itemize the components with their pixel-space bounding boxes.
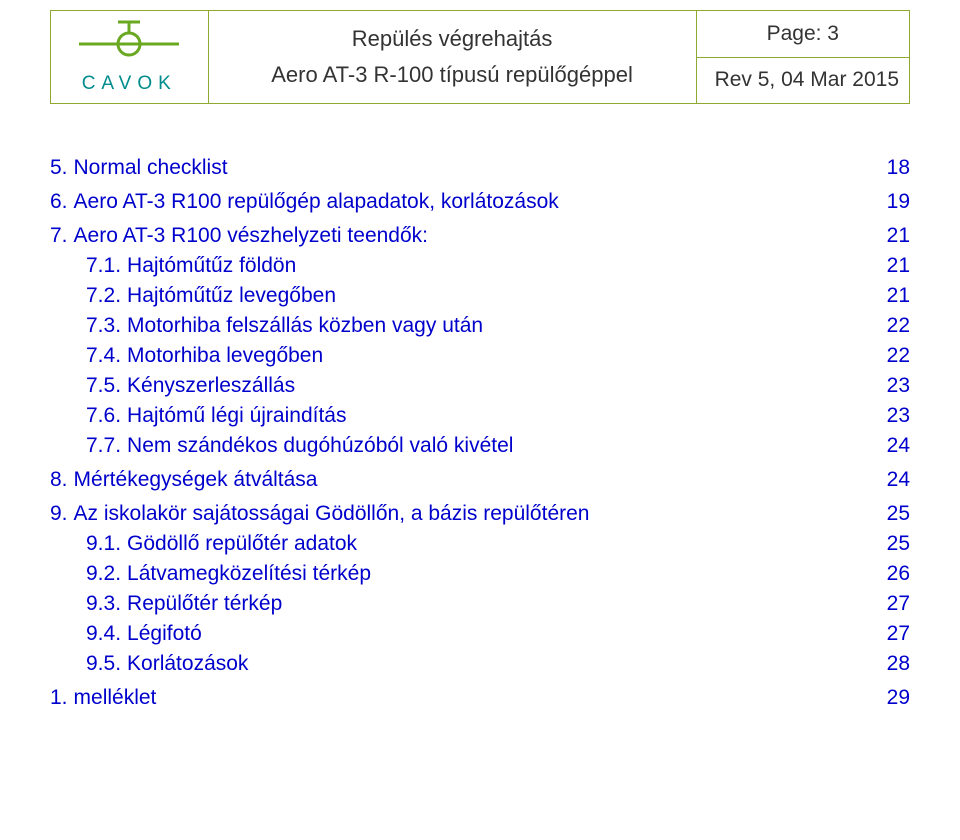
toc-page-number: 22 [882,314,910,338]
toc-entry[interactable]: 7.1.Hajtóműtűz földön 21 [50,254,910,278]
toc-number: 9.1. [50,532,121,556]
toc-number: 9. [50,502,68,526]
toc-page-number: 24 [882,468,910,492]
toc-entry[interactable]: 9.3.Repülőtér térkép 27 [50,592,910,616]
toc-page-number: 18 [882,156,910,180]
toc-number: 9.4. [50,622,121,646]
toc-page-number: 27 [882,622,910,646]
toc-label: Repülőtér térkép [121,592,282,616]
toc-label: Kényszerleszállás [121,374,295,398]
table-of-contents: 5.Normal checklist 18 6.Aero AT-3 R100 rep… [50,156,910,710]
title-cell: Repülés végrehajtás Aero AT-3 R-100 típu… [208,11,696,104]
toc-page-number: 25 [882,502,910,526]
toc-entry[interactable]: 7.Aero AT-3 R100 vészhelyzeti teendők: 21 [50,224,910,248]
toc-number: 7.2. [50,284,121,308]
toc-page-number: 27 [882,592,910,616]
toc-label: Korlátozások [121,652,248,676]
toc-page-number: 21 [882,284,910,308]
toc-page-number: 29 [882,686,910,710]
toc-page-number: 23 [882,404,910,428]
toc-number: 8. [50,468,68,492]
toc-number: 7.3. [50,314,121,338]
toc-label: Hajtóműtűz földön [121,254,296,278]
toc-label: Normal checklist [68,156,228,180]
toc-entry[interactable]: 9.2.Látvamegközelítési térkép 26 [50,562,910,586]
toc-entry[interactable]: 7.2.Hajtóműtűz levegőben 21 [50,284,910,308]
airplane-icon [74,19,184,69]
toc-number: 7.5. [50,374,121,398]
toc-label: Motorhiba felszállás közben vagy után [121,314,483,338]
toc-entry[interactable]: 7.6.Hajtómű légi újraindítás 23 [50,404,910,428]
toc-entry[interactable]: 7.4.Motorhiba levegőben 22 [50,344,910,368]
toc-label: Az iskolakör sajátosságai Gödöllőn, a bá… [68,502,590,526]
toc-label: Látvamegközelítési térkép [121,562,371,586]
title-line2: Aero AT-3 R-100 típusú repülőgéppel [219,62,686,88]
toc-number: 7.7. [50,434,121,458]
toc-entry[interactable]: 7.7.Nem szándékos dugóhúzóból való kivét… [50,434,910,458]
toc-number: 9.3. [50,592,121,616]
toc-entry[interactable]: 7.3.Motorhiba felszállás közben vagy utá… [50,314,910,338]
toc-number: 7. [50,224,68,248]
toc-label: Hajtóműtűz levegőben [121,284,336,308]
toc-label: Mértékegységek átváltása [68,468,318,492]
toc-number: 7.4. [50,344,121,368]
toc-page-number: 26 [882,562,910,586]
toc-entry[interactable]: 9.5.Korlátozások 28 [50,652,910,676]
toc-page-number: 25 [882,532,910,556]
toc-entry[interactable]: 8.Mértékegységek átváltása 24 [50,468,910,492]
revision-label: Rev 5, 04 Mar 2015 [696,57,909,104]
toc-entry[interactable]: 7.5.Kényszerleszállás 23 [50,374,910,398]
toc-entry[interactable]: 9.Az iskolakör sajátosságai Gödöllőn, a … [50,502,910,526]
toc-entry[interactable]: 9.1.Gödöllő repülőtér adatok 25 [50,532,910,556]
toc-entry[interactable]: 9.4.Légifotó 27 [50,622,910,646]
toc-page-number: 24 [882,434,910,458]
toc-label: melléklet [68,686,157,710]
document-page: CAVOK Repülés végrehajtás Aero AT-3 R-10… [0,0,960,840]
logo: CAVOK [55,19,204,95]
toc-number: 5. [50,156,68,180]
toc-label: Légifotó [121,622,202,646]
toc-number: 7.1. [50,254,121,278]
toc-page-number: 23 [882,374,910,398]
toc-page-number: 19 [882,190,910,214]
toc-label: Hajtómű légi újraindítás [121,404,346,428]
toc-number: 9.5. [50,652,121,676]
toc-page-number: 22 [882,344,910,368]
title-line1: Repülés végrehajtás [219,26,686,52]
page-number: Page: 3 [696,11,909,58]
toc-number: 6. [50,190,68,214]
logo-cell: CAVOK [51,11,209,104]
toc-page-number: 21 [882,224,910,248]
toc-page-number: 21 [882,254,910,278]
logo-text: CAVOK [82,73,177,95]
toc-number: 9.2. [50,562,121,586]
toc-entry[interactable]: 1.melléklet 29 [50,686,910,710]
toc-entry[interactable]: 6.Aero AT-3 R100 repülőgép alapadatok, k… [50,190,910,214]
toc-label: Aero AT-3 R100 repülőgép alapadatok, kor… [68,190,559,214]
toc-label: Aero AT-3 R100 vészhelyzeti teendők: [68,224,428,248]
toc-entry[interactable]: 5.Normal checklist 18 [50,156,910,180]
toc-number: 1. [50,686,68,710]
toc-number: 7.6. [50,404,121,428]
toc-label: Nem szándékos dugóhúzóból való kivétel [121,434,513,458]
toc-label: Motorhiba levegőben [121,344,323,368]
header-table: CAVOK Repülés végrehajtás Aero AT-3 R-10… [50,10,910,104]
toc-page-number: 28 [882,652,910,676]
toc-label: Gödöllő repülőtér adatok [121,532,357,556]
